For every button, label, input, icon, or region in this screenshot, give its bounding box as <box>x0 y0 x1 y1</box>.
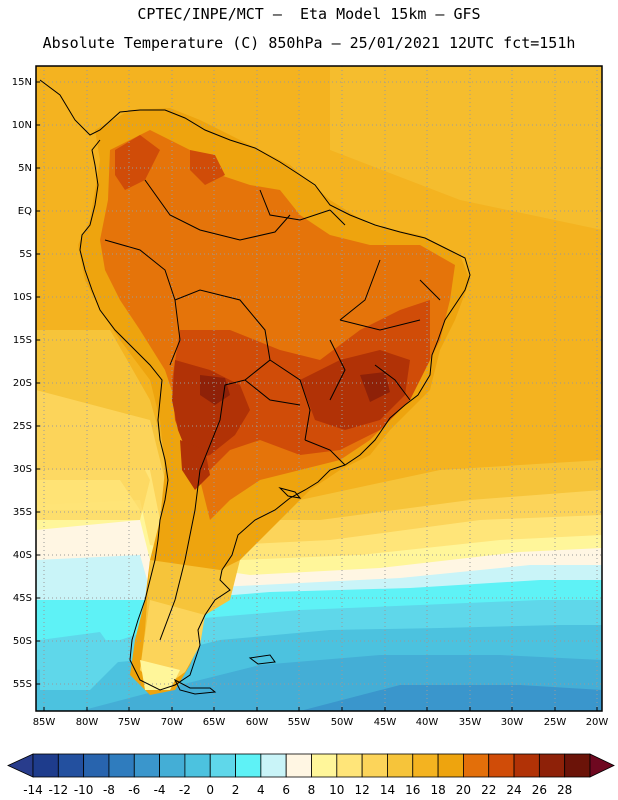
lon-label: 80W <box>76 717 99 728</box>
colorbar-swatch <box>209 753 236 778</box>
lon-label: 50W <box>331 717 354 728</box>
colorbar-swatch <box>159 753 186 778</box>
map-subtitle: Absolute Temperature (C) 850hPa – 25/01/… <box>42 34 576 52</box>
lat-label: 25S <box>13 421 32 432</box>
lon-label: 40W <box>416 717 439 728</box>
map-title: CPTEC/INPE/MCT – Eta Model 15km – GFS <box>137 5 481 23</box>
lat-label: 55S <box>13 679 32 690</box>
lat-label: 45S <box>13 593 32 604</box>
lat-label: 15S <box>13 335 32 346</box>
colorbar-over-arrow <box>589 753 615 778</box>
colorbar-swatch <box>184 753 211 778</box>
lat-label: 15N <box>12 77 32 88</box>
lon-label: 85W <box>33 717 56 728</box>
colorbar-label: -10 <box>74 783 94 797</box>
lon-label: 45W <box>374 717 397 728</box>
lon-label: 20W <box>586 717 609 728</box>
lon-label: 75W <box>118 717 141 728</box>
lon-label: 30W <box>501 717 524 728</box>
colorbar-label: -12 <box>49 783 69 797</box>
temperature-field <box>36 66 602 711</box>
lat-label: 35S <box>13 507 32 518</box>
colorbar-label: 12 <box>354 783 369 797</box>
colorbar-swatch <box>133 753 160 778</box>
colorbar-label: -14 <box>23 783 43 797</box>
colorbar-label: 20 <box>456 783 471 797</box>
colorbar-swatch <box>57 753 85 778</box>
lon-label: 55W <box>288 717 311 728</box>
map-frame <box>35 65 603 712</box>
colorbar-swatch <box>538 753 566 778</box>
lat-label: 10S <box>13 292 32 303</box>
colorbar-swatch <box>311 753 338 778</box>
colorbar-swatch <box>437 753 464 778</box>
colorbar-label: 0 <box>206 783 214 797</box>
colorbar-label: 6 <box>282 783 290 797</box>
colorbar-swatch <box>32 753 59 778</box>
colorbar-label: -8 <box>103 783 115 797</box>
colorbar-label: -2 <box>179 783 191 797</box>
colorbar-label: 4 <box>257 783 265 797</box>
lon-label: 70W <box>161 717 184 728</box>
lat-label: 50S <box>13 636 32 647</box>
colorbar-label: -4 <box>154 783 166 797</box>
lon-label: 60W <box>246 717 269 728</box>
colorbar-swatch <box>387 753 414 778</box>
colorbar-label: 24 <box>506 783 521 797</box>
colorbar-label: 2 <box>232 783 240 797</box>
colorbar-label: -6 <box>128 783 140 797</box>
colorbar-swatch <box>285 753 312 778</box>
lat-label: 30S <box>13 464 32 475</box>
colorbar-label: 10 <box>329 783 344 797</box>
colorbar-label: 26 <box>532 783 547 797</box>
colorbar-swatch <box>564 753 591 778</box>
colorbar-label: 18 <box>430 783 445 797</box>
colorbar-label: 14 <box>380 783 395 797</box>
colorbar-label: 16 <box>405 783 420 797</box>
coastlines-borders <box>39 79 471 695</box>
lat-label: 5N <box>18 163 32 174</box>
colorbar: -14 -12 -10 -8 -6 -4 -2 0 2 4 6 8 10 12 14 16 18 20 22 24 26… <box>7 753 615 797</box>
colorbar-swatch <box>463 753 490 778</box>
lat-label: 10N <box>12 120 32 131</box>
colorbar-swatch <box>108 753 135 778</box>
colorbar-swatch <box>361 753 388 778</box>
lon-label: 65W <box>203 717 226 728</box>
lon-label: 35W <box>459 717 482 728</box>
colorbar-swatch <box>412 753 439 778</box>
lat-label: 40S <box>13 550 32 561</box>
colorbar-label: 28 <box>557 783 572 797</box>
colorbar-label: 8 <box>308 783 316 797</box>
axis-ticks <box>36 81 598 711</box>
colorbar-swatch <box>488 753 515 778</box>
colorbar-swatch <box>260 753 287 778</box>
colorbar-label: 22 <box>481 783 496 797</box>
lat-label: EQ <box>18 206 32 217</box>
colorbar-swatch <box>235 753 262 778</box>
colorbar-swatch <box>336 753 363 778</box>
colorbar-under-arrow <box>7 753 34 778</box>
lon-label: 25W <box>544 717 567 728</box>
colorbar-swatch <box>513 753 540 778</box>
lat-label: 5S <box>19 249 32 260</box>
colorbar-swatch <box>83 753 110 778</box>
lat-label: 20S <box>13 378 32 389</box>
